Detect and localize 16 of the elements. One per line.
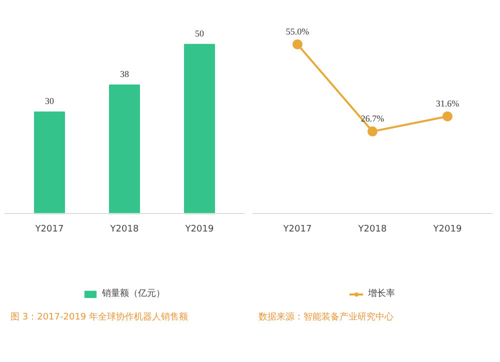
data-label: 31.6% xyxy=(436,98,460,108)
data-label: 38 xyxy=(120,68,130,79)
x-tick-label: Y2018 xyxy=(357,224,387,235)
data-label: 50 xyxy=(195,28,204,38)
caption: 图 3：2017-2019 年全球协作机器人销售额 xyxy=(10,312,188,322)
x-tick-label: Y2019 xyxy=(184,224,214,235)
x-tick-label: Y2017 xyxy=(282,224,312,235)
legend-label: 增长率 xyxy=(368,288,395,300)
x-tick-label: Y2017 xyxy=(34,224,64,235)
data-label: 55.0% xyxy=(286,26,310,36)
x-tick-label: Y2018 xyxy=(109,224,139,235)
data-label: 30 xyxy=(45,96,54,106)
source-note: 数据来源：智能装备产业研究中心 xyxy=(258,312,394,322)
data-label: 26.7% xyxy=(360,113,385,124)
x-tick-label: Y2019 xyxy=(432,224,462,235)
legend-label: 销量额（亿元） xyxy=(102,288,165,300)
